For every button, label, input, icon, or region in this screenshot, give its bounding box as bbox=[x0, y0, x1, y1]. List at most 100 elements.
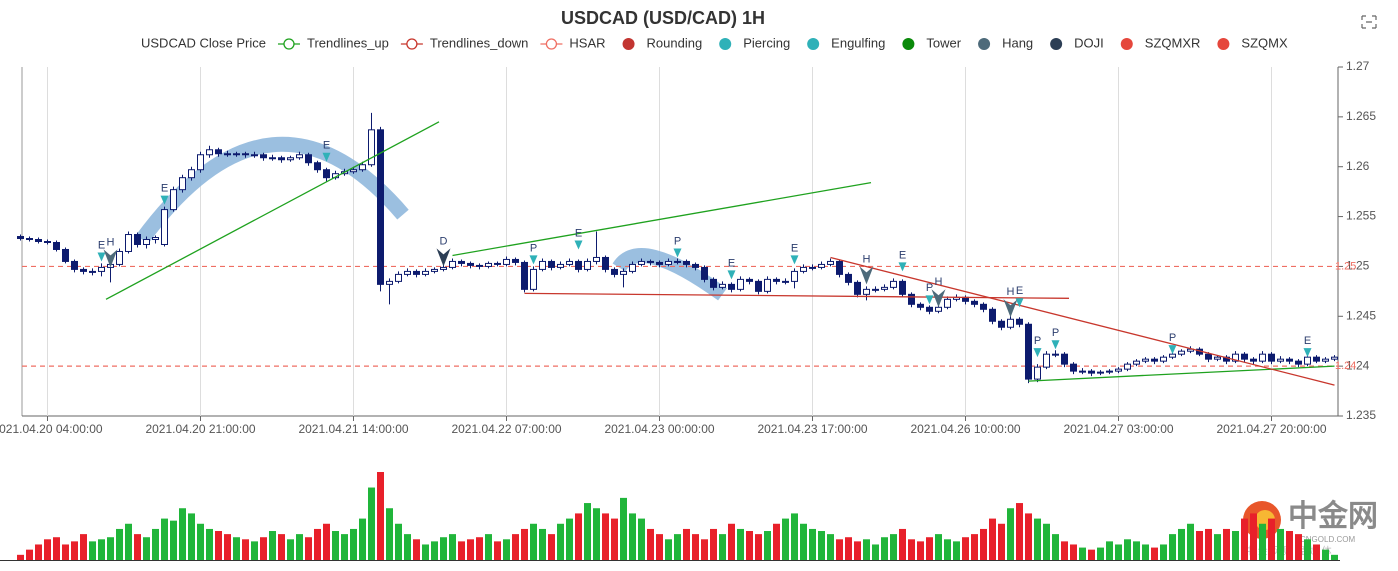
candle-body bbox=[1070, 363, 1077, 372]
volume-bar bbox=[539, 528, 546, 560]
volume-bar bbox=[1250, 513, 1257, 560]
candle-body bbox=[854, 281, 861, 295]
legend-label: Engulfing bbox=[831, 35, 885, 50]
volume-bar bbox=[413, 539, 420, 560]
volume-bar bbox=[188, 513, 195, 560]
volume-bar bbox=[557, 523, 564, 560]
hsar-label: 1.24 bbox=[1335, 360, 1356, 372]
volume-bar bbox=[1286, 531, 1293, 560]
candle-body bbox=[179, 177, 186, 191]
pattern-arrow bbox=[931, 289, 946, 308]
volume-bar bbox=[485, 534, 492, 560]
volume-bar bbox=[260, 537, 267, 560]
candle-body bbox=[800, 266, 807, 272]
volume-bar bbox=[1043, 523, 1050, 560]
pattern-arrow bbox=[859, 266, 874, 285]
volume-bar bbox=[800, 523, 807, 560]
candle-body bbox=[404, 270, 411, 275]
volume-bar bbox=[467, 539, 474, 560]
y-tick-label: 1.25 bbox=[1346, 259, 1370, 273]
candle-body bbox=[647, 260, 654, 263]
candle-body bbox=[1034, 366, 1041, 380]
candle-body bbox=[728, 283, 735, 290]
candle-body bbox=[764, 278, 771, 292]
trendline bbox=[524, 292, 1070, 299]
candle-body bbox=[224, 153, 231, 156]
volume-bar bbox=[458, 541, 465, 560]
candle-body bbox=[944, 298, 951, 308]
volume-bar bbox=[899, 528, 906, 560]
candle-body bbox=[521, 261, 528, 290]
pattern-label: E bbox=[575, 227, 582, 239]
volume-bar bbox=[1331, 554, 1338, 560]
volume-bar bbox=[782, 518, 789, 560]
volume-bar bbox=[98, 539, 105, 560]
volume-bar bbox=[602, 513, 609, 560]
candle-body bbox=[827, 260, 834, 265]
volume-bar bbox=[1241, 518, 1248, 560]
candle-body bbox=[611, 268, 618, 275]
watermark-brand: 中金网 bbox=[1288, 499, 1378, 533]
legend-label: USDCAD Close Price bbox=[141, 35, 266, 50]
legend-label: Tower bbox=[926, 35, 961, 50]
volume-bar bbox=[170, 520, 177, 560]
candle-body bbox=[989, 308, 996, 322]
pattern-arrow bbox=[1003, 299, 1018, 318]
candle-body bbox=[251, 154, 258, 157]
candle-body bbox=[386, 280, 393, 285]
volume-bar bbox=[1079, 547, 1086, 560]
volume-bar bbox=[962, 537, 969, 560]
volume-bar bbox=[395, 523, 402, 560]
volume-bar bbox=[1322, 549, 1329, 560]
candle-body bbox=[746, 278, 753, 282]
candle-body bbox=[1178, 350, 1185, 355]
y-tick-label: 1.235 bbox=[1346, 408, 1376, 422]
volume-bar bbox=[674, 534, 681, 560]
candle-body bbox=[422, 270, 429, 275]
legend-label: HSAR bbox=[569, 35, 605, 50]
volume-bar bbox=[728, 523, 735, 560]
candle-body bbox=[1259, 353, 1266, 362]
volume-bar bbox=[620, 497, 627, 560]
volume-bar bbox=[971, 534, 978, 560]
candle-body bbox=[809, 266, 816, 269]
legend-label: SZQMX bbox=[1241, 35, 1288, 50]
candle-body bbox=[674, 260, 681, 263]
candle-body bbox=[1214, 356, 1221, 360]
toolbox-icon-shape[interactable] bbox=[1361, 15, 1377, 29]
toolbox-icon[interactable] bbox=[1361, 15, 1377, 29]
candle-body bbox=[1304, 356, 1311, 365]
volume-bar bbox=[953, 541, 960, 560]
volume-bar bbox=[809, 528, 816, 560]
legend-icon bbox=[545, 38, 558, 50]
candle-body bbox=[1169, 353, 1176, 358]
volume-bar bbox=[305, 537, 312, 560]
pattern-label: E bbox=[899, 249, 906, 261]
candle-body bbox=[755, 280, 762, 292]
candle-body bbox=[935, 306, 942, 312]
candle-body bbox=[62, 248, 69, 262]
watermark-site: CNGOLD.COM bbox=[1300, 535, 1355, 544]
candle-body bbox=[1268, 353, 1275, 362]
volume-bar bbox=[998, 523, 1005, 560]
volume-bar bbox=[1295, 534, 1302, 560]
candle-body bbox=[872, 288, 879, 291]
volume-bar bbox=[251, 541, 258, 560]
pattern-pin bbox=[727, 270, 736, 280]
candle-body bbox=[17, 236, 24, 240]
candle-body bbox=[197, 154, 204, 171]
pattern-label: E bbox=[161, 183, 168, 195]
volume-bar bbox=[638, 518, 645, 560]
volume-bar bbox=[818, 531, 825, 560]
candle-body bbox=[323, 169, 330, 179]
candle-body bbox=[143, 239, 150, 245]
candle-body bbox=[485, 262, 492, 267]
volume-bar bbox=[161, 518, 168, 560]
volume-bar bbox=[1151, 547, 1158, 560]
pattern-label: P bbox=[1034, 335, 1041, 347]
volume-bar bbox=[584, 503, 591, 560]
volume-bar bbox=[224, 534, 231, 560]
volume-bar bbox=[1259, 523, 1266, 560]
pattern-arrow bbox=[436, 248, 451, 267]
pattern-pin bbox=[97, 252, 106, 262]
